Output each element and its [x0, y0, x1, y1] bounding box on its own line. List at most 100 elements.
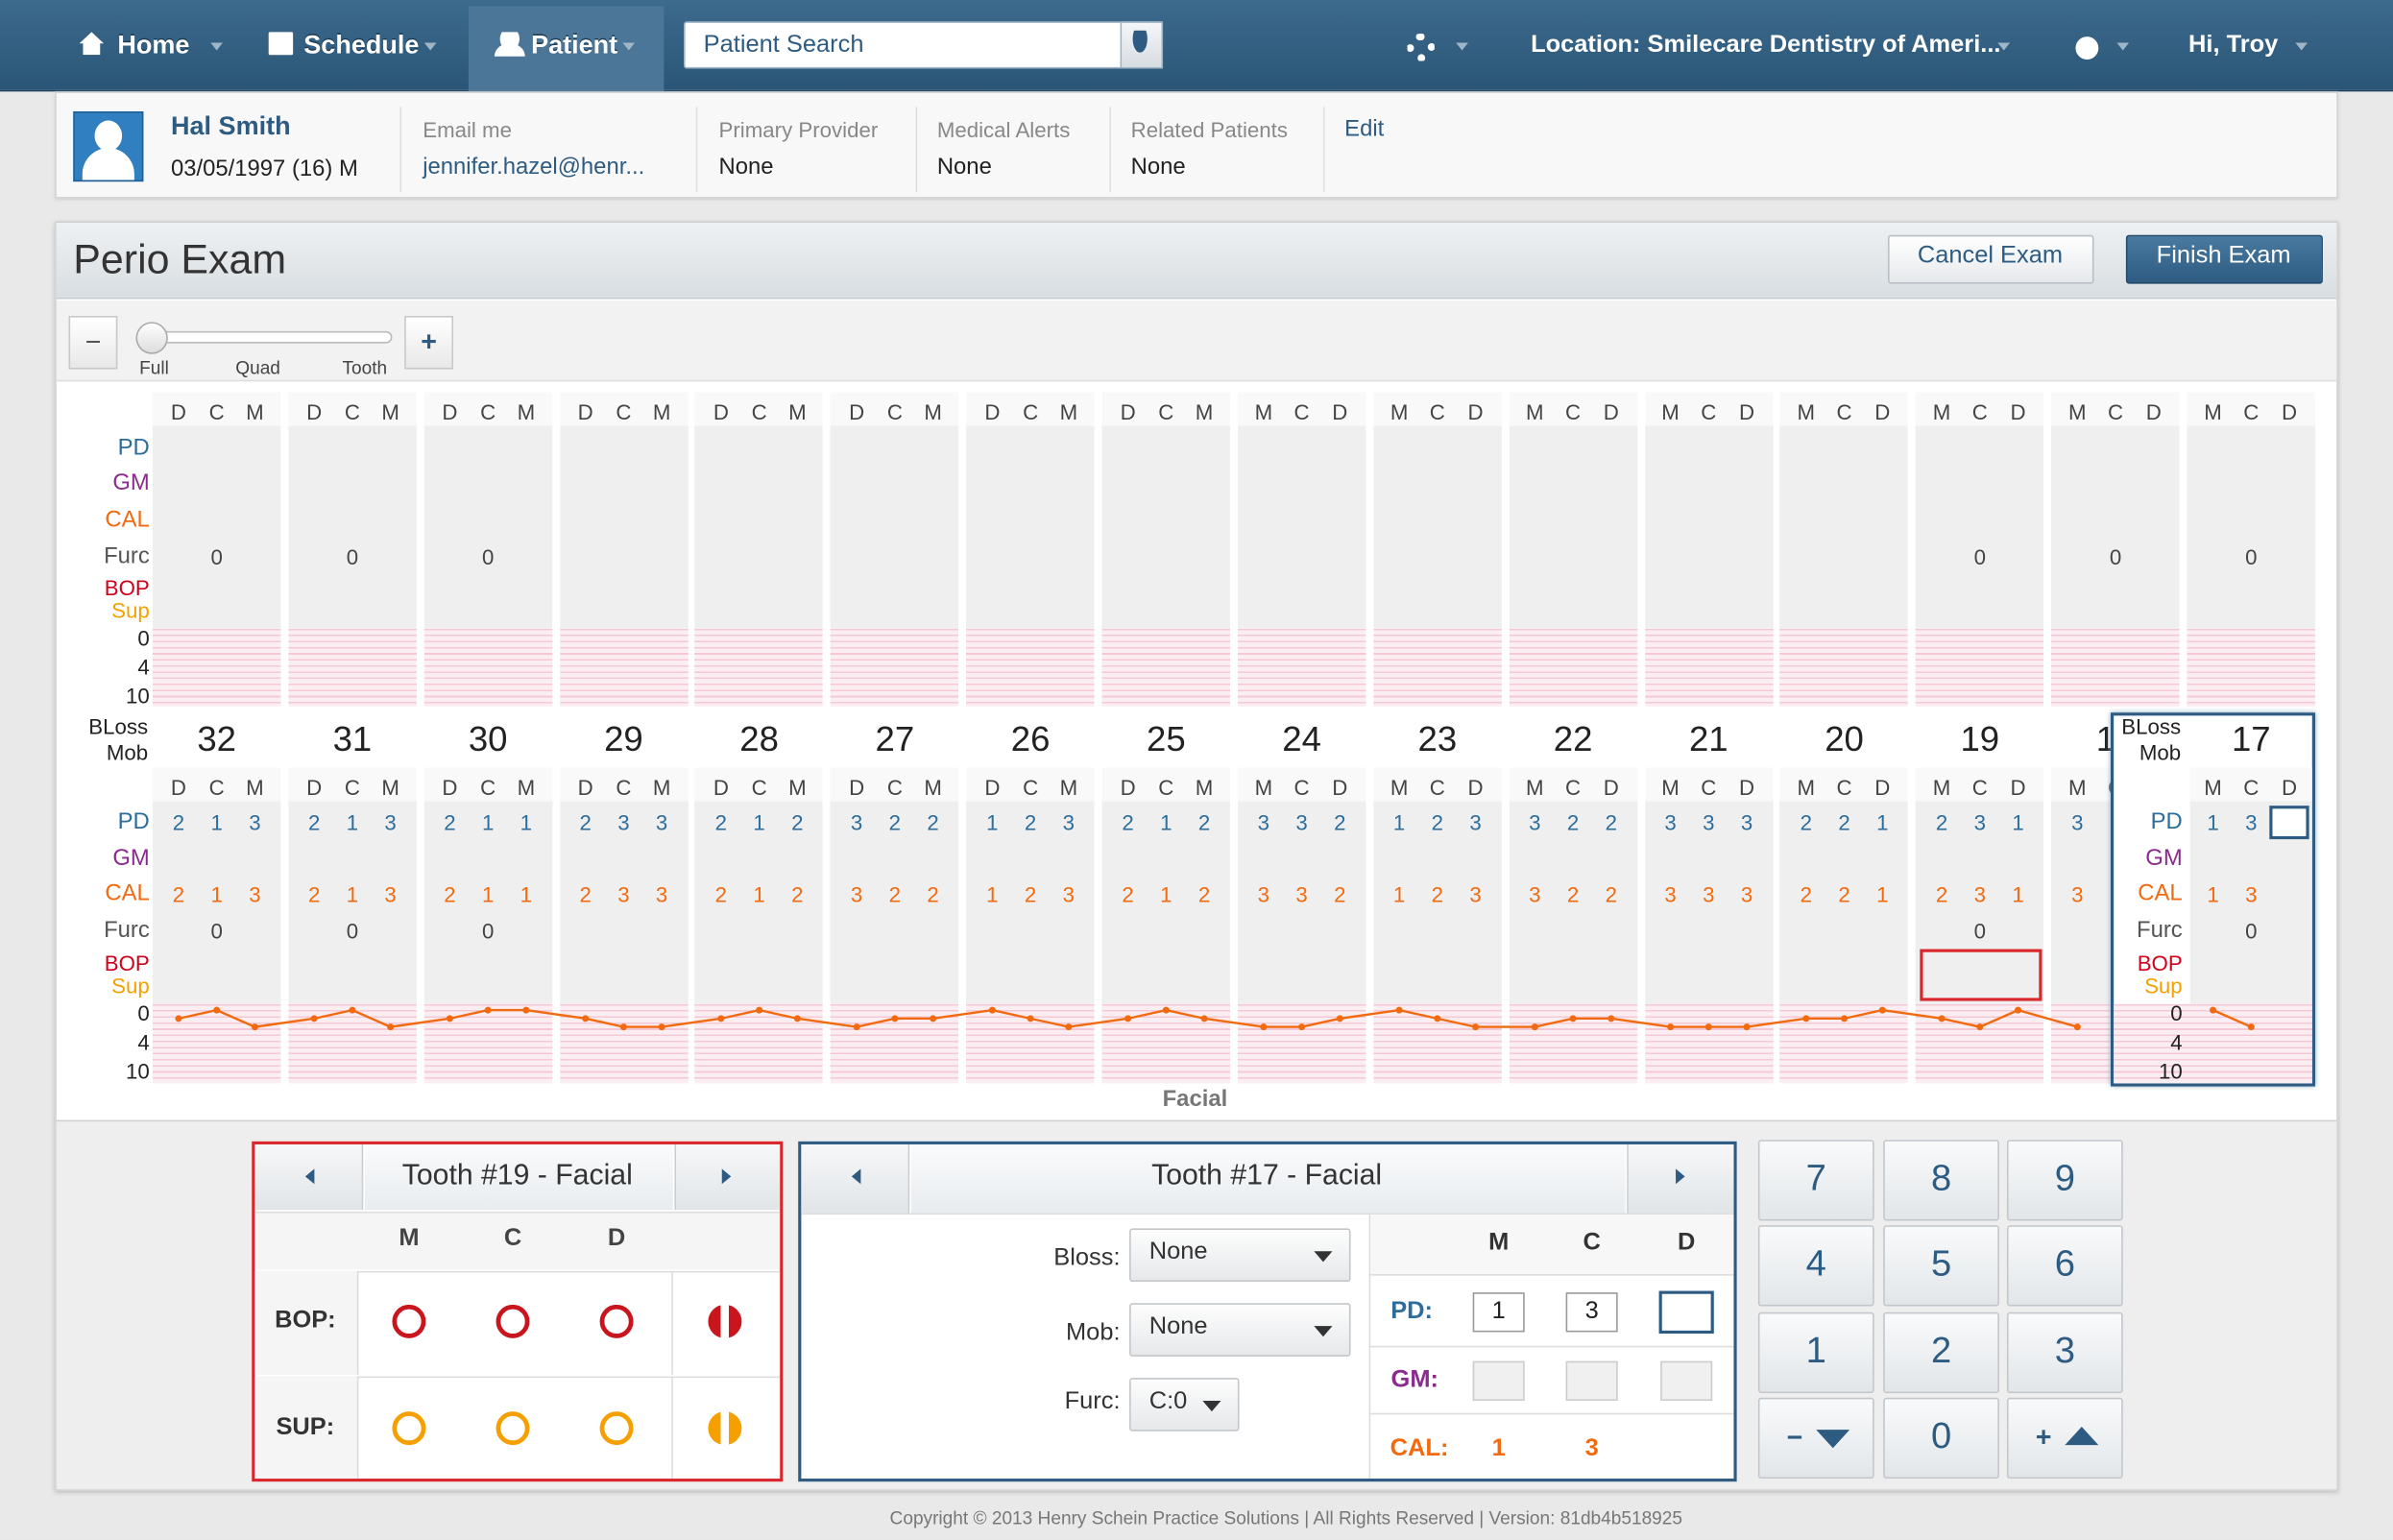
pd-input[interactable] [1658, 1290, 1714, 1335]
depth-band [2051, 628, 2180, 707]
row-label-cell [254, 1270, 359, 1375]
depth-band [1509, 1003, 1637, 1084]
tooth-column[interactable] [694, 392, 824, 629]
tooth-column[interactable] [423, 392, 552, 629]
tooth-column[interactable] [694, 767, 824, 1004]
toggle[interactable] [392, 1304, 426, 1338]
depth-band [2114, 1003, 2312, 1084]
keypad-key[interactable] [2006, 1225, 2123, 1307]
depth-band [2187, 628, 2316, 707]
toggle[interactable] [599, 1411, 634, 1446]
depth-band [1237, 1003, 1366, 1084]
depth-band [1916, 1003, 2044, 1084]
depth-band [1509, 628, 1637, 707]
select[interactable] [1129, 1378, 1240, 1432]
tooth-column[interactable] [966, 767, 1095, 1004]
tooth-column[interactable] [1644, 392, 1774, 629]
keypad-key[interactable] [1883, 1397, 1999, 1480]
toggle[interactable] [392, 1411, 426, 1446]
tooth-column[interactable] [1916, 767, 2044, 1004]
tooth-column[interactable] [1509, 767, 1637, 1004]
toggle-all[interactable] [708, 1411, 742, 1446]
tooth-column[interactable] [423, 767, 552, 1004]
pd-input[interactable] [1565, 1292, 1618, 1333]
zoom-out-button[interactable] [68, 315, 118, 370]
keypad-key[interactable] [1883, 1140, 1999, 1221]
settings-icon[interactable] [1407, 33, 1435, 61]
select[interactable] [1129, 1228, 1351, 1283]
search-box[interactable] [684, 21, 1164, 69]
keypad-key[interactable] [1757, 1397, 1874, 1480]
selected-cell[interactable] [1920, 949, 2043, 1001]
tooth-column[interactable] [1101, 392, 1231, 629]
depth-band [1101, 1003, 1231, 1084]
keypad-key[interactable] [1883, 1225, 1999, 1307]
tooth-column[interactable] [831, 392, 959, 629]
separator [1322, 107, 1325, 193]
tooth-column[interactable] [831, 767, 959, 1004]
zoom-in-button[interactable] [404, 315, 454, 370]
gm-input[interactable] [1472, 1360, 1525, 1401]
tooth-column[interactable] [1644, 767, 1774, 1004]
tooth-column[interactable] [152, 392, 281, 629]
tooth-column[interactable] [2051, 392, 2180, 629]
keypad-key[interactable] [1757, 1225, 1874, 1307]
depth-band [1644, 628, 1774, 707]
pd-input[interactable] [2269, 806, 2309, 840]
search-icon [1132, 30, 1148, 53]
tooth-column[interactable] [559, 767, 689, 1004]
gm-input[interactable] [1565, 1360, 1618, 1401]
keypad-key[interactable] [2006, 1397, 2123, 1480]
footer: Copyright © 2013 Henry Schein Practice S… [889, 1507, 1683, 1529]
separator [695, 107, 698, 193]
tooth-column[interactable] [288, 392, 417, 629]
tooth-column[interactable] [2187, 392, 2316, 629]
keypad-key[interactable] [2006, 1140, 2123, 1221]
select[interactable] [1129, 1303, 1351, 1357]
depth-band [288, 1003, 417, 1084]
gm-input[interactable] [1660, 1360, 1713, 1401]
toggle[interactable] [496, 1304, 530, 1338]
keypad-key[interactable] [1883, 1311, 1999, 1394]
keypad-key[interactable] [2006, 1311, 2123, 1394]
tooth-column[interactable] [152, 767, 281, 1004]
tooth-column[interactable] [288, 767, 417, 1004]
zoom-bar [56, 301, 2337, 382]
toggle[interactable] [496, 1411, 530, 1446]
tooth-column[interactable] [1237, 392, 1366, 629]
depth-band [423, 1003, 552, 1084]
tooth-column[interactable] [1779, 392, 1909, 629]
cancel-button[interactable] [1887, 234, 2094, 284]
tooth-column[interactable] [1916, 392, 2044, 629]
nav-icon [268, 32, 294, 56]
separator [399, 107, 401, 193]
keypad-key[interactable] [1757, 1140, 1874, 1221]
all-cell [671, 1270, 673, 1375]
depth-band [966, 1003, 1095, 1084]
depth-band [559, 628, 689, 707]
depth-band [831, 628, 959, 707]
finish-button[interactable] [2125, 234, 2323, 284]
tooth-column[interactable] [966, 392, 1095, 629]
tooth-column[interactable] [559, 392, 689, 629]
depth-band [694, 1003, 824, 1084]
toggle[interactable] [599, 1304, 634, 1338]
depth-band [288, 628, 417, 707]
separator [915, 107, 918, 193]
caret [423, 42, 437, 51]
keypad-key[interactable] [1757, 1311, 1874, 1394]
zoom-knob[interactable] [135, 322, 168, 354]
tooth-column[interactable] [1237, 767, 1366, 1004]
zoom-track [140, 330, 393, 344]
pd-input[interactable] [1472, 1292, 1525, 1333]
caret [1997, 42, 2011, 51]
toggle-all[interactable] [708, 1304, 742, 1338]
tooth-column[interactable] [1509, 392, 1637, 629]
title-bar [910, 1143, 1626, 1214]
tooth-column[interactable] [1373, 392, 1502, 629]
tooth-column[interactable] [1101, 767, 1231, 1004]
tooth-column[interactable] [1779, 767, 1909, 1004]
tooth-column[interactable] [1373, 767, 1502, 1004]
help-icon[interactable] [2075, 36, 2099, 60]
nav-bar [0, 0, 2393, 92]
